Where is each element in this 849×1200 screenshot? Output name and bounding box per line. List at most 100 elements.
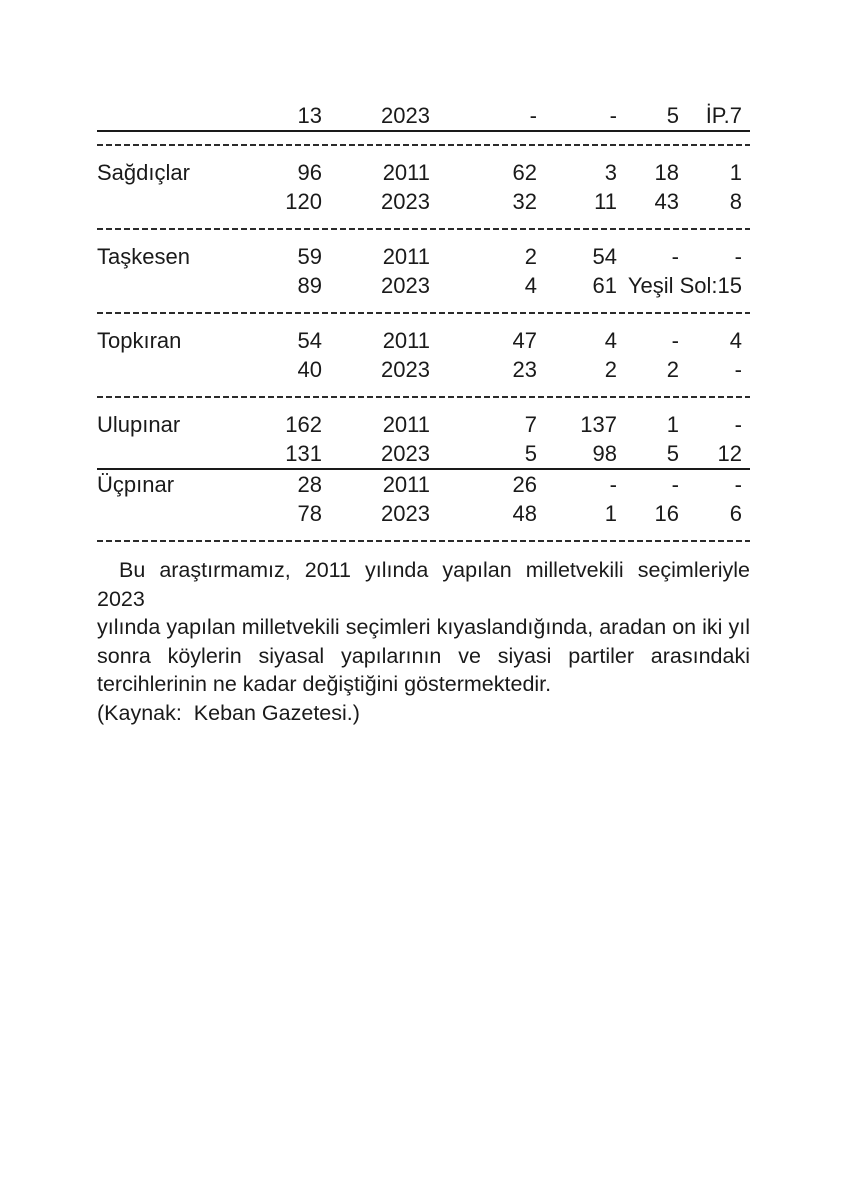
value-cell: 2011	[382, 327, 430, 353]
dashed-divider	[97, 144, 750, 146]
village-name-cell	[97, 355, 247, 384]
paragraph-line: yılında yapılan milletvekili seçimleri k…	[97, 615, 750, 639]
table-row: 89 2023 4 61 Yeşil Sol:15	[97, 271, 750, 300]
value-cell: 48	[512, 500, 537, 526]
value-cell: 23	[512, 356, 537, 382]
value-cell: 2	[524, 243, 537, 269]
village-name-cell: Üçpınar	[97, 471, 175, 497]
value-cell: 28	[297, 471, 322, 497]
table-row: Ulupınar 162 2011 7 137 1 -	[97, 410, 750, 439]
value-cell: 1	[604, 500, 617, 526]
village-name-cell	[97, 187, 247, 216]
value-cell: -	[671, 471, 679, 497]
separator-row	[97, 528, 750, 554]
dashed-divider	[97, 312, 750, 314]
table-row: Sağdıçlar 96 2011 62 3 18 1	[97, 158, 750, 187]
value-cell: -	[438, 101, 545, 132]
value-cell: 5	[625, 101, 687, 132]
value-cell: 59	[297, 243, 322, 269]
table-row: 13 2023- -5 İP.7	[97, 101, 750, 132]
value-cell: 2023	[381, 500, 430, 526]
separator-row	[97, 216, 750, 242]
value-cell: 131	[247, 439, 330, 470]
table-row: 131 2023 5 98 5 12	[97, 439, 750, 470]
value-cell: 4	[729, 327, 742, 353]
value-cell: 2011	[382, 243, 430, 269]
dashed-divider	[97, 540, 750, 542]
village-name-cell: Taşkesen	[97, 243, 190, 269]
value-cell: 4	[604, 327, 617, 353]
page-content: 13 2023- -5 İP.7 Sağdıçlar 96 2011 62 3 18 1 120 202…	[97, 101, 750, 727]
dashed-divider	[97, 228, 750, 230]
value-cell: 5	[438, 439, 545, 470]
value-cell: 2011	[382, 471, 430, 497]
value-cell: 2011	[382, 159, 430, 185]
value-cell: 8	[729, 188, 742, 214]
table-row: Üçpınar 28 2011 26 - - -	[97, 469, 750, 499]
value-cell: 26	[512, 471, 537, 497]
separator-cell	[97, 216, 750, 242]
value-cell: 2023	[381, 356, 430, 382]
value-cell: 96	[297, 159, 322, 185]
separator-row	[97, 300, 750, 326]
value-cell: 2023	[381, 188, 430, 214]
value-cell: 89	[297, 272, 322, 298]
source-line: (Kaynak: Keban Gazetesi.)	[97, 700, 360, 725]
table-row: Taşkesen 59 2011 2 54 - -	[97, 242, 750, 271]
value-cell: 3	[604, 159, 617, 185]
value-cell: 2	[604, 356, 617, 382]
value-cell: -	[734, 411, 742, 437]
value-cell: -	[734, 243, 742, 269]
separator-row	[97, 384, 750, 410]
value-cell: 12	[687, 439, 750, 470]
value-cell: 5	[625, 439, 687, 470]
table-row: 78 2023 48 1 16 6	[97, 499, 750, 528]
table-row: 40 2023 23 2 2 -	[97, 355, 750, 384]
election-results-table: 13 2023- -5 İP.7 Sağdıçlar 96 2011 62 3 18 1 120 202…	[97, 101, 750, 554]
paragraph-line: tercihlerinin ne kadar değiştiğini göste…	[97, 672, 552, 696]
value-cell: 98	[545, 439, 625, 470]
value-cell: 11	[594, 188, 617, 214]
separator-cell	[97, 131, 750, 158]
body-paragraph: Bu araştırmamız, 2011 yılında yapılan mi…	[97, 554, 750, 727]
village-name-cell	[97, 101, 247, 132]
value-cell: 4	[524, 272, 537, 298]
separator-cell	[97, 300, 750, 326]
village-name-cell	[97, 271, 247, 300]
village-name-cell: Ulupınar	[97, 411, 181, 437]
value-cell: 16	[654, 500, 679, 526]
value-cell: 54	[297, 327, 322, 353]
paragraph-line: sonra köylerin siyasal yapılarının ve si…	[97, 643, 750, 668]
value-cell: 7	[524, 411, 537, 437]
value-cell: 43	[654, 188, 679, 214]
value-cell: -	[609, 471, 617, 497]
village-name-cell: Topkıran	[97, 327, 182, 353]
value-cell: İP.7	[687, 101, 750, 132]
separator-cell	[97, 384, 750, 410]
value-cell: 47	[512, 327, 537, 353]
value-cell: 1	[729, 159, 742, 185]
value-cell: 18	[654, 159, 679, 185]
value-cell: 62	[512, 159, 537, 185]
value-cell: 1	[666, 411, 679, 437]
value-cell: 120	[285, 188, 322, 214]
value-cell: 2011	[382, 411, 430, 437]
value-cell: Yeşil Sol:15	[627, 272, 742, 298]
village-name-cell	[97, 439, 247, 470]
separator-row	[97, 131, 750, 158]
table-row: 120 2023 32 11 43 8	[97, 187, 750, 216]
value-cell: 162	[285, 411, 322, 437]
value-cell: 40	[297, 356, 322, 382]
value-cell: -	[671, 243, 679, 269]
value-cell: -	[545, 101, 625, 132]
value-cell: 61	[592, 272, 617, 298]
value-cell: -	[671, 327, 679, 353]
value-cell: -	[734, 356, 742, 382]
table-row: Topkıran 54 2011 47 4 - 4	[97, 326, 750, 355]
village-name-cell	[97, 499, 247, 528]
paragraph-line: Bu araştırmamız, 2011 yılında yapılan mi…	[97, 558, 750, 611]
village-name-cell: Sağdıçlar	[97, 159, 190, 185]
dashed-divider	[97, 396, 750, 398]
value-cell: 78	[297, 500, 322, 526]
